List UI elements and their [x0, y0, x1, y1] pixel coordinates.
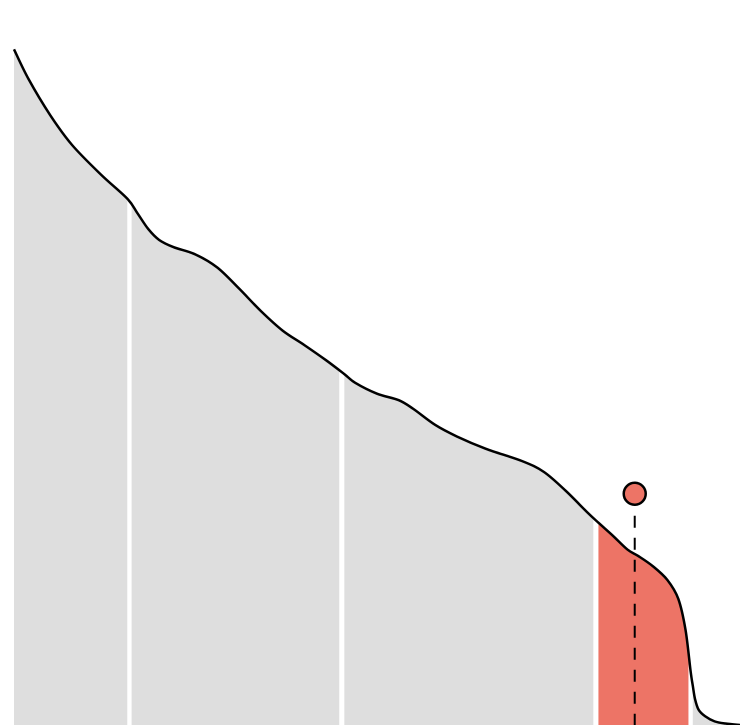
area-band	[14, 49, 128, 725]
marker-point[interactable]	[622, 481, 647, 506]
density-curve	[12, 48, 740, 725]
area-band	[344, 374, 594, 725]
highlighted-band	[598, 522, 689, 725]
area-band	[692, 685, 740, 725]
area-bands	[14, 49, 740, 725]
